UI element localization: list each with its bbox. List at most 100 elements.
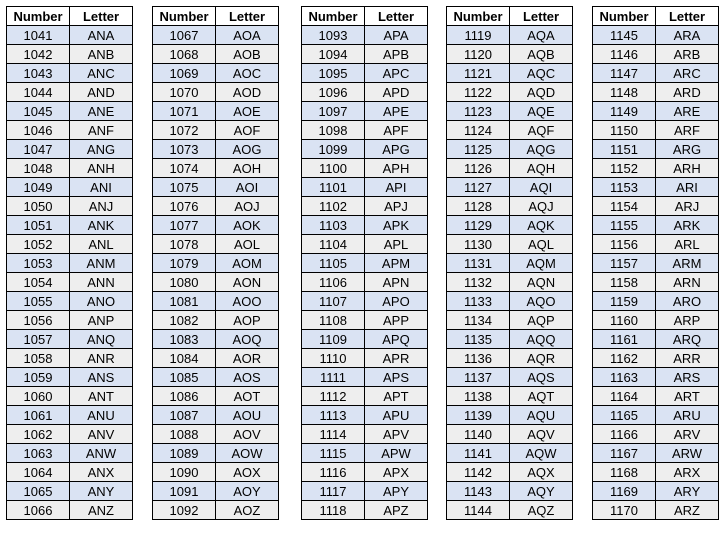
- letter-cell: AQB: [509, 44, 573, 64]
- table-row: 1163 ARS: [592, 367, 719, 387]
- number-cell: 1119: [446, 25, 510, 45]
- table-row: 1127 AQI: [446, 177, 573, 197]
- table-row: 1059 ANS: [6, 367, 133, 387]
- letter-cell: ANO: [69, 291, 133, 311]
- number-cell: 1159: [592, 291, 656, 311]
- letter-cell: AON: [215, 272, 279, 292]
- letter-cell: AOQ: [215, 329, 279, 349]
- table-row: 1074 AOH: [152, 158, 279, 178]
- letter-cell: AQP: [509, 310, 573, 330]
- number-cell: 1079: [152, 253, 216, 273]
- letter-cell: ANV: [69, 424, 133, 444]
- letter-cell: AQN: [509, 272, 573, 292]
- letter-cell: ANP: [69, 310, 133, 330]
- letter-cell: AOC: [215, 63, 279, 83]
- letter-cell: APC: [364, 63, 428, 83]
- letter-cell: AQW: [509, 443, 573, 463]
- table-row: 1091 AOY: [152, 481, 279, 501]
- table-row: 1138 AQT: [446, 386, 573, 406]
- letter-cell: ANR: [69, 348, 133, 368]
- number-cell: 1146: [592, 44, 656, 64]
- number-cell: 1123: [446, 101, 510, 121]
- number-cell: 1096: [301, 82, 365, 102]
- letter-cell: AOP: [215, 310, 279, 330]
- table-row: 1107 APO: [301, 291, 428, 311]
- letter-cell: APD: [364, 82, 428, 102]
- letter-cell: AQY: [509, 481, 573, 501]
- number-cell: 1144: [446, 500, 510, 520]
- table-row: 1115 APW: [301, 443, 428, 463]
- letter-cell: AQU: [509, 405, 573, 425]
- letter-cell: ARD: [655, 82, 719, 102]
- number-cell: 1043: [6, 63, 70, 83]
- header-row: Number Letter: [6, 6, 133, 26]
- number-cell: 1106: [301, 272, 365, 292]
- letter-cell: AQF: [509, 120, 573, 140]
- letter-cell: ARH: [655, 158, 719, 178]
- number-cell: 1059: [6, 367, 70, 387]
- table-row: 1051 ANK: [6, 215, 133, 235]
- table-row: 1075 AOI: [152, 177, 279, 197]
- table-row: 1073 AOG: [152, 139, 279, 159]
- number-cell: 1086: [152, 386, 216, 406]
- letter-cell: ARJ: [655, 196, 719, 216]
- table-row: 1070 AOD: [152, 82, 279, 102]
- table-row: 1117 APY: [301, 481, 428, 501]
- letter-cell: ARQ: [655, 329, 719, 349]
- table-row: 1053 ANM: [6, 253, 133, 273]
- table-row: 1080 AON: [152, 272, 279, 292]
- number-cell: 1049: [6, 177, 70, 197]
- table-row: 1093 APA: [301, 25, 428, 45]
- number-cell: 1155: [592, 215, 656, 235]
- header-cell: Number: [446, 6, 510, 26]
- table-row: 1064 ANX: [6, 462, 133, 482]
- number-cell: 1089: [152, 443, 216, 463]
- number-cell: 1120: [446, 44, 510, 64]
- letter-cell: ARV: [655, 424, 719, 444]
- letter-cell: APP: [364, 310, 428, 330]
- table-row: 1108 APP: [301, 310, 428, 330]
- number-cell: 1093: [301, 25, 365, 45]
- number-cell: 1113: [301, 405, 365, 425]
- table-row: 1056 ANP: [6, 310, 133, 330]
- table-row: 1156 ARL: [592, 234, 719, 254]
- letter-cell: ANB: [69, 44, 133, 64]
- letter-cell: AOO: [215, 291, 279, 311]
- letter-cell: APR: [364, 348, 428, 368]
- number-cell: 1129: [446, 215, 510, 235]
- letter-cell: APG: [364, 139, 428, 159]
- number-cell: 1112: [301, 386, 365, 406]
- letter-cell: AOL: [215, 234, 279, 254]
- number-cell: 1088: [152, 424, 216, 444]
- table-row: 1085 AOS: [152, 367, 279, 387]
- letter-cell: ANX: [69, 462, 133, 482]
- table-row: 1140 AQV: [446, 424, 573, 444]
- letter-cell: APU: [364, 405, 428, 425]
- letter-cell: ARM: [655, 253, 719, 273]
- letter-cell: AQI: [509, 177, 573, 197]
- number-cell: 1158: [592, 272, 656, 292]
- table-row: 1114 APV: [301, 424, 428, 444]
- number-cell: 1050: [6, 196, 70, 216]
- letter-cell: AQG: [509, 139, 573, 159]
- letter-cell: ARR: [655, 348, 719, 368]
- number-cell: 1069: [152, 63, 216, 83]
- letter-cell: ANF: [69, 120, 133, 140]
- header-cell: Letter: [69, 6, 133, 26]
- number-cell: 1132: [446, 272, 510, 292]
- number-cell: 1082: [152, 310, 216, 330]
- number-cell: 1098: [301, 120, 365, 140]
- number-cell: 1065: [6, 481, 70, 501]
- table-row: 1079 AOM: [152, 253, 279, 273]
- number-cell: 1163: [592, 367, 656, 387]
- header-row: Number Letter: [152, 6, 279, 26]
- number-cell: 1083: [152, 329, 216, 349]
- number-cell: 1170: [592, 500, 656, 520]
- letter-cell: AOY: [215, 481, 279, 501]
- letter-cell: ANY: [69, 481, 133, 501]
- number-cell: 1114: [301, 424, 365, 444]
- letter-cell: AQE: [509, 101, 573, 121]
- letter-cell: AQL: [509, 234, 573, 254]
- table-row: 1062 ANV: [6, 424, 133, 444]
- table-row: 1131 AQM: [446, 253, 573, 273]
